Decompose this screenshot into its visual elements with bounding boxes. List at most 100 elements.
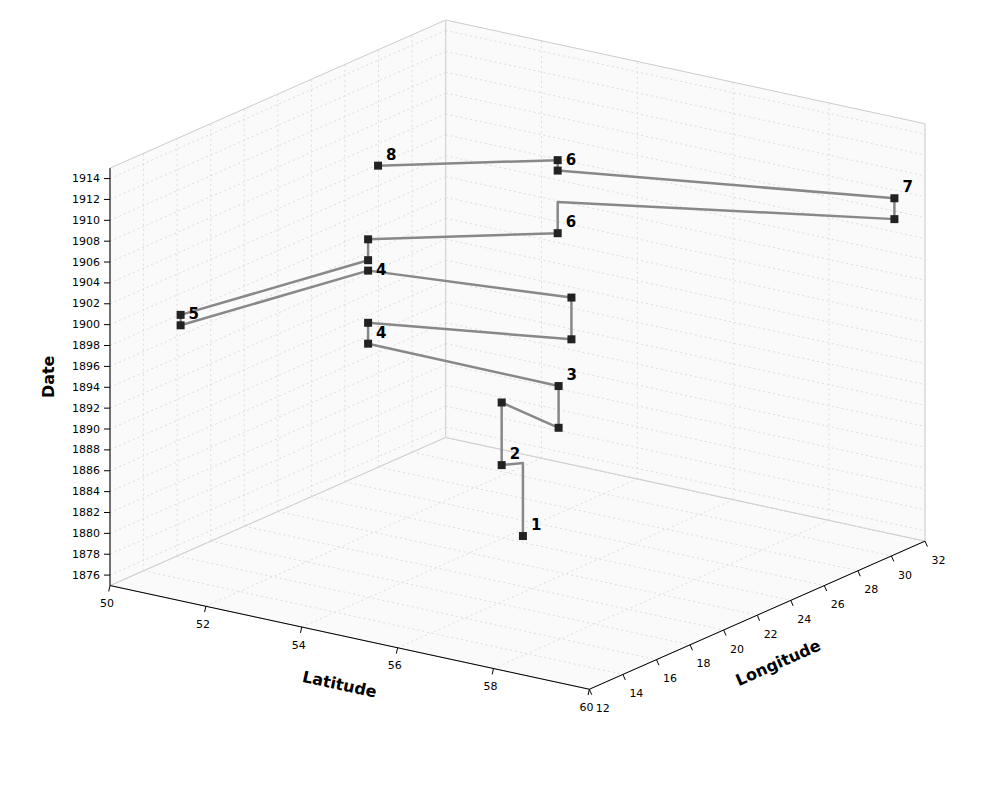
axis-title: Date bbox=[39, 355, 58, 398]
tick: 1906 bbox=[72, 256, 110, 269]
marker bbox=[890, 215, 898, 223]
grid-line bbox=[446, 177, 925, 281]
tick-mark bbox=[104, 429, 110, 430]
grid-line bbox=[110, 51, 446, 199]
grid-line bbox=[110, 385, 446, 533]
grid-line bbox=[278, 511, 757, 615]
tick-mark bbox=[623, 674, 625, 679]
grid-line bbox=[446, 302, 925, 406]
tick-label: 1906 bbox=[72, 256, 100, 269]
grid bbox=[110, 20, 925, 689]
tick-label: 60 bbox=[579, 701, 593, 714]
tick: 30 bbox=[891, 556, 911, 582]
tick: 54 bbox=[292, 627, 306, 652]
tick-label: 54 bbox=[292, 639, 306, 652]
line bbox=[181, 160, 895, 536]
marker bbox=[177, 321, 185, 329]
marker bbox=[364, 340, 372, 348]
grid-line bbox=[344, 64, 345, 481]
tick: 14 bbox=[623, 674, 643, 700]
grid-line bbox=[446, 197, 925, 301]
tick-label: 1876 bbox=[72, 569, 100, 582]
tick-label: 56 bbox=[388, 659, 402, 672]
grid-line bbox=[110, 406, 446, 554]
tick-label: 1884 bbox=[72, 485, 100, 498]
tick-label: 1882 bbox=[72, 506, 100, 519]
tick-label: 52 bbox=[196, 618, 210, 631]
tick-label: 18 bbox=[697, 657, 711, 670]
marker bbox=[554, 156, 562, 164]
pane bbox=[110, 20, 446, 586]
tick: 1876 bbox=[72, 569, 110, 582]
pane bbox=[446, 20, 925, 541]
tick: 1888 bbox=[72, 443, 110, 456]
grid-line bbox=[144, 571, 623, 675]
tick-mark bbox=[656, 660, 658, 665]
tick-mark bbox=[492, 669, 493, 675]
grid-line bbox=[110, 343, 446, 491]
marker bbox=[567, 335, 575, 343]
marker bbox=[554, 167, 562, 175]
marker bbox=[498, 399, 506, 407]
z-axis: 1876187818801882188418861888189018921894… bbox=[39, 168, 111, 585]
grid-line bbox=[446, 135, 925, 239]
grid-line bbox=[110, 177, 446, 325]
tick-mark bbox=[104, 241, 110, 242]
annotation: 4 bbox=[376, 324, 386, 342]
grid-line bbox=[589, 541, 925, 689]
grid-line bbox=[206, 458, 542, 606]
grid-line bbox=[925, 124, 926, 541]
grid-line bbox=[446, 406, 925, 510]
tick: 52 bbox=[196, 606, 210, 631]
marker bbox=[555, 382, 563, 390]
tick-mark bbox=[104, 449, 110, 450]
marker bbox=[374, 162, 382, 170]
tick-label: 28 bbox=[864, 583, 878, 596]
tick: 56 bbox=[388, 648, 402, 673]
tick-label: 1880 bbox=[72, 527, 100, 540]
tick: 1890 bbox=[72, 423, 110, 436]
tick-mark bbox=[300, 627, 301, 633]
grid-line bbox=[379, 467, 858, 571]
grid-line bbox=[177, 139, 178, 556]
domain bbox=[110, 586, 589, 690]
annotation: 2 bbox=[510, 445, 520, 463]
tick-label: 30 bbox=[898, 569, 912, 582]
annotation: 1 bbox=[531, 516, 541, 534]
marker bbox=[890, 194, 898, 202]
tick: 26 bbox=[824, 586, 844, 612]
grid-line bbox=[110, 135, 446, 283]
grid-line bbox=[143, 153, 144, 570]
tick-label: 58 bbox=[484, 680, 498, 693]
grid-line bbox=[412, 452, 891, 556]
tick-mark bbox=[109, 586, 110, 592]
tick-mark bbox=[104, 199, 110, 200]
tick-label: 20 bbox=[730, 643, 744, 656]
annotation: 3 bbox=[567, 366, 577, 384]
marker bbox=[364, 319, 372, 327]
tick-mark bbox=[858, 571, 860, 576]
tick-mark bbox=[104, 262, 110, 263]
grid-line bbox=[177, 556, 656, 660]
grid-line bbox=[110, 260, 446, 408]
grid-line bbox=[110, 168, 111, 585]
tick: 1900 bbox=[72, 318, 110, 331]
annotation: 8 bbox=[386, 146, 396, 164]
tick-label: 1912 bbox=[72, 193, 100, 206]
grid-line bbox=[345, 482, 824, 586]
tick: 18 bbox=[690, 645, 710, 671]
grid-line bbox=[829, 103, 830, 520]
axis-title: Longitude bbox=[733, 636, 824, 690]
tick-label: 14 bbox=[629, 687, 643, 700]
grid-line bbox=[493, 520, 829, 668]
tick-mark bbox=[104, 303, 110, 304]
tick-mark bbox=[824, 586, 826, 591]
grid-line bbox=[110, 586, 589, 690]
domain bbox=[110, 168, 111, 585]
grid-line bbox=[110, 156, 446, 304]
tick-mark bbox=[104, 408, 110, 409]
tick: 60 bbox=[579, 689, 593, 714]
tick: 1878 bbox=[72, 548, 110, 561]
tick-label: 1888 bbox=[72, 443, 100, 456]
tick-mark bbox=[891, 556, 893, 561]
